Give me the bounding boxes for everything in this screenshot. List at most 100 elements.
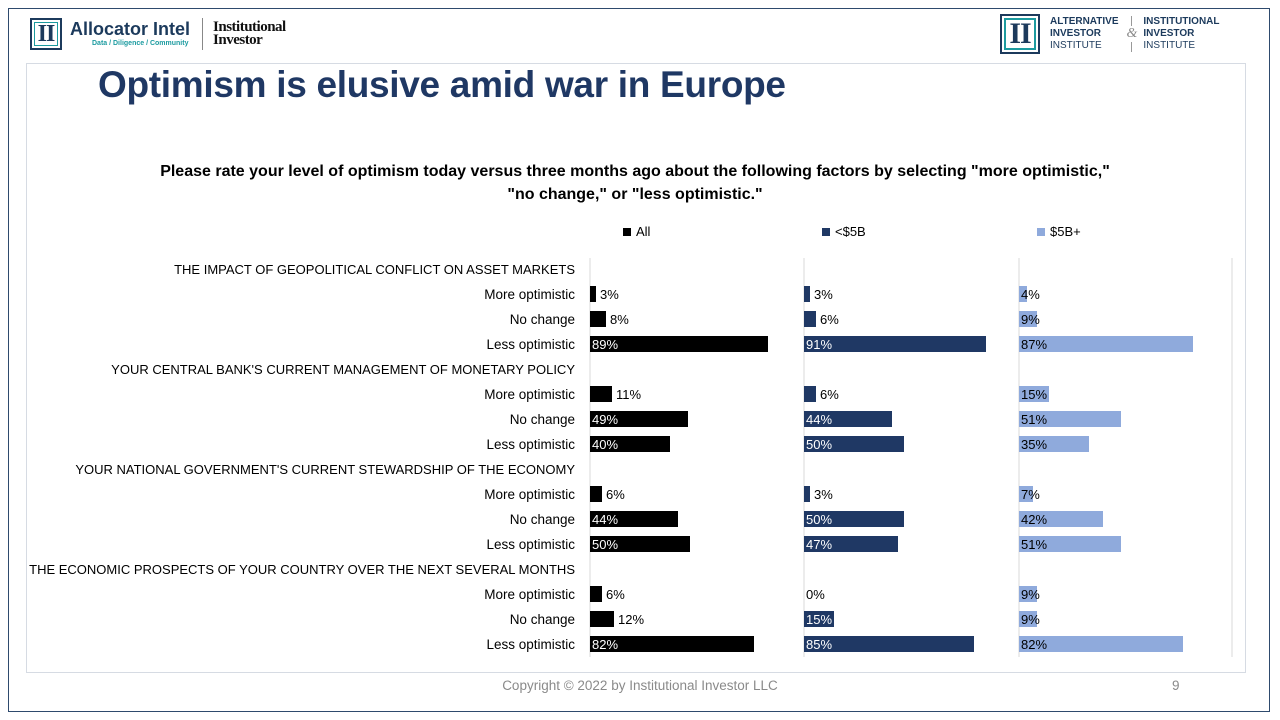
brand-tagline: Data / Diligence / Community <box>92 40 189 47</box>
bar <box>804 386 816 402</box>
data-label: 7% <box>1021 487 1040 502</box>
bar <box>590 411 688 427</box>
legend-label-all: All <box>636 224 651 239</box>
slide-title: Optimism is elusive amid war in Europe <box>98 64 786 105</box>
bar <box>804 636 974 652</box>
allocator-intel-logo: II Allocator Intel Data / Diligence / Co… <box>30 16 286 52</box>
slide-frame <box>8 8 1270 712</box>
bar <box>1019 486 1033 502</box>
legend-item-over-5b: $5B+ <box>1037 224 1081 239</box>
data-label: 12% <box>618 612 644 627</box>
data-label: 85% <box>806 637 832 652</box>
legend-swatch-all <box>623 227 631 236</box>
category-label: YOUR CENTRAL BANK'S CURRENT MANAGEMENT O… <box>111 362 575 377</box>
aii-line-1: ALTERNATIVE <box>1050 16 1119 27</box>
data-label: 11% <box>616 387 641 402</box>
data-label: 9% <box>1021 612 1040 627</box>
ampersand-divider: & <box>1127 16 1137 52</box>
data-label: 50% <box>806 512 832 527</box>
data-label: 91% <box>806 337 832 352</box>
data-label: 3% <box>600 287 619 302</box>
content-frame <box>26 63 1246 673</box>
bar <box>804 311 816 327</box>
bar <box>1019 436 1089 452</box>
data-label: 6% <box>820 312 839 327</box>
data-label: 9% <box>1021 312 1040 327</box>
row-label: No change <box>510 512 575 527</box>
data-label: 50% <box>806 437 832 452</box>
aii-line-2: INVESTOR <box>1050 28 1101 39</box>
iii-line-1: INSTITUTIONAL <box>1143 16 1220 27</box>
row-label: No change <box>510 312 575 327</box>
data-label: 15% <box>1021 387 1047 402</box>
data-label: 3% <box>814 487 833 502</box>
iii-line-2: INVESTOR <box>1143 28 1195 39</box>
data-label: 87% <box>1021 337 1047 352</box>
data-label: 89% <box>592 337 618 352</box>
bar <box>590 336 768 352</box>
copyright-footer: Copyright © 2022 by Institutional Invest… <box>502 678 778 693</box>
ii-logo-icon-right: II <box>1000 14 1040 54</box>
category-label: YOUR NATIONAL GOVERNMENT'S CURRENT STEWA… <box>75 462 575 477</box>
data-label: 51% <box>1021 412 1047 427</box>
data-label: 42% <box>1021 512 1047 527</box>
data-label: 49% <box>592 412 618 427</box>
row-label: More optimistic <box>484 287 575 302</box>
chart-title: Please rate your level of optimism today… <box>130 160 1140 206</box>
row-label: No change <box>510 412 575 427</box>
data-label: 9% <box>1021 587 1040 602</box>
row-label: Less optimistic <box>486 637 575 652</box>
data-label: 44% <box>592 512 618 527</box>
data-label: 6% <box>606 587 625 602</box>
data-label: 35% <box>1021 437 1047 452</box>
data-label: 4% <box>1021 287 1040 302</box>
data-label: 44% <box>806 412 832 427</box>
wordmark-line-2: Investor <box>213 32 263 48</box>
iii-line-3: INSTITUTE <box>1143 40 1196 51</box>
bar <box>590 586 602 602</box>
data-label: 0% <box>806 587 825 602</box>
bar <box>590 286 596 302</box>
bar <box>1019 511 1103 527</box>
chart-title-line-1: Please rate your level of optimism today… <box>160 163 1110 180</box>
data-label: 6% <box>820 387 839 402</box>
legend-item-under-5b: <$5B <box>822 224 866 239</box>
bar <box>804 611 834 627</box>
bar <box>804 336 986 352</box>
bar <box>590 386 612 402</box>
row-label: Less optimistic <box>486 337 575 352</box>
aii-line-3: INSTITUTE <box>1050 40 1102 51</box>
bar <box>590 436 670 452</box>
legend-item-all: All <box>623 224 650 239</box>
row-label: No change <box>510 612 575 627</box>
bar <box>590 611 614 627</box>
bar <box>1019 386 1049 402</box>
chart-title-line-2: "no change," or "less optimistic." <box>507 186 763 203</box>
bar <box>1019 636 1183 652</box>
row-label: More optimistic <box>484 487 575 502</box>
data-label: 47% <box>806 537 832 552</box>
bar <box>590 536 690 552</box>
row-label: Less optimistic <box>486 437 575 452</box>
bar <box>1019 611 1037 627</box>
row-label: More optimistic <box>484 387 575 402</box>
data-label: 82% <box>592 637 618 652</box>
category-label: THE ECONOMIC PROSPECTS OF YOUR COUNTRY O… <box>29 562 575 577</box>
bar <box>590 636 754 652</box>
aii-wordmark: ALTERNATIVE INVESTOR INSTITUTE <box>1050 16 1119 52</box>
bar <box>590 486 602 502</box>
row-label: Less optimistic <box>486 537 575 552</box>
bar <box>590 311 606 327</box>
bar <box>1019 411 1121 427</box>
bar <box>1019 286 1027 302</box>
legend-swatch-over-5b <box>1037 227 1045 236</box>
bar <box>1019 536 1121 552</box>
data-label: 15% <box>806 612 832 627</box>
legend-label-under-5b: <$5B <box>835 224 866 239</box>
data-label: 8% <box>610 312 629 327</box>
page-number: 9 <box>1172 678 1180 693</box>
bar <box>1019 311 1037 327</box>
bar <box>804 411 892 427</box>
category-label: THE IMPACT OF GEOPOLITICAL CONFLICT ON A… <box>174 262 575 277</box>
bar <box>590 511 678 527</box>
